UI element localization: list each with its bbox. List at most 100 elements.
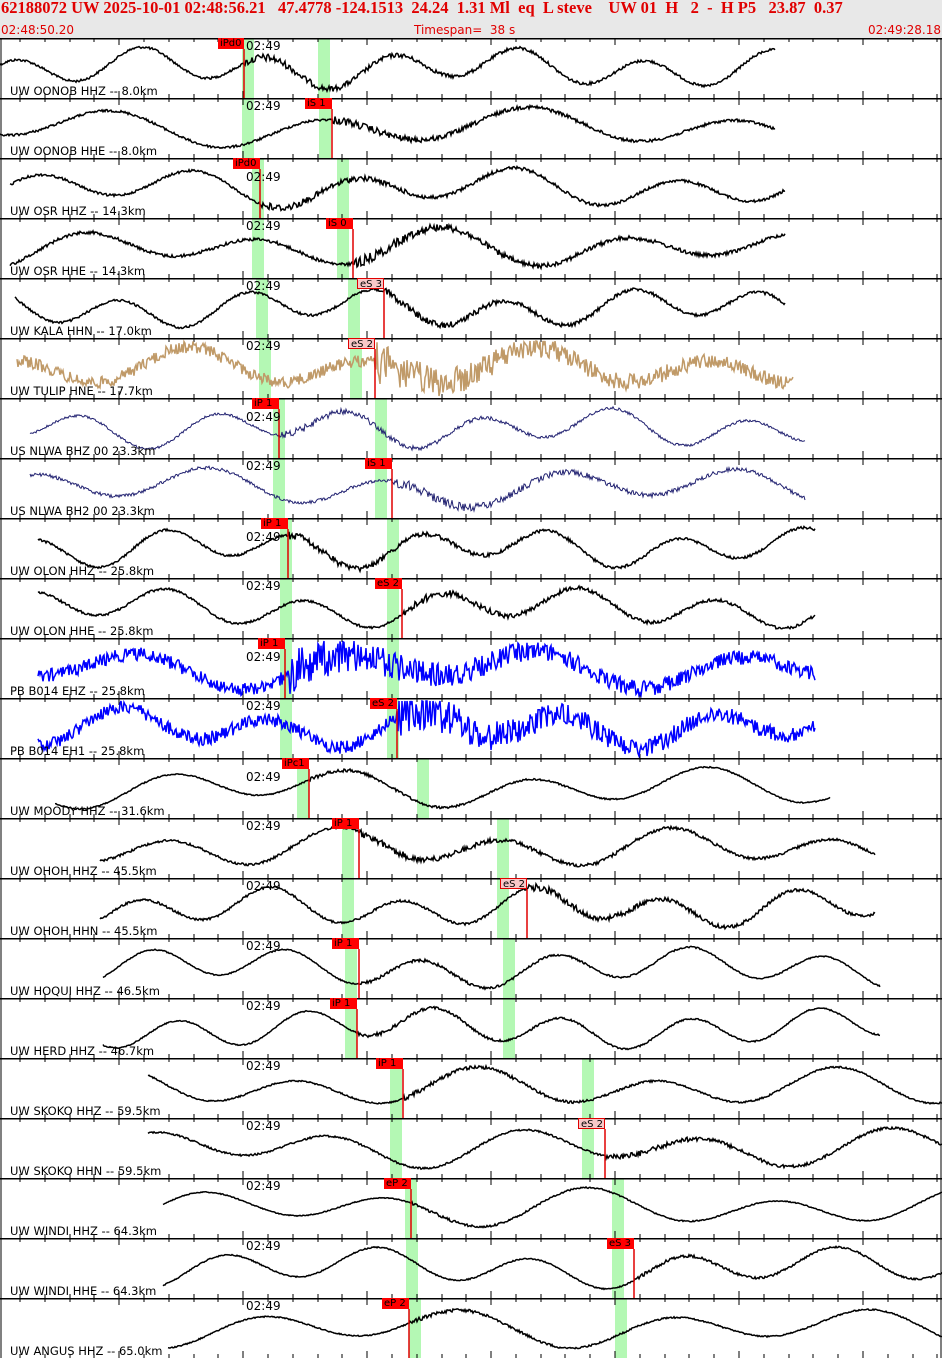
trace-row[interactable]: 02:49 UW HERD HHZ -- 46.7km iP 1 <box>0 998 942 1058</box>
arrival-window-band <box>280 698 292 758</box>
waveform-plot <box>0 758 942 818</box>
phase-pick-label[interactable]: eP 2 <box>382 1298 409 1309</box>
seismic-trace <box>14 287 786 330</box>
phase-pick-label[interactable]: iS 1 <box>305 98 332 109</box>
timespan: Timespan= 38 s <box>414 23 516 37</box>
trace-row[interactable]: 02:49 US NLWA BHZ 00 23.3km iP 1 <box>0 398 942 458</box>
station-label: US NLWA BH2 00 23.3km <box>10 504 155 518</box>
trace-row[interactable]: 02:49 UW OLON HHE -- 25.8km eS 2 <box>0 578 942 638</box>
phase-pick-label[interactable]: iP 1 <box>332 818 359 829</box>
trace-row[interactable]: 02:49 UW KALA HHN -- 17.0km eS 3 <box>0 278 942 338</box>
waveform-plot <box>0 998 942 1058</box>
trace-row[interactable]: 02:49 UW MOODY HHZ -- 31.6km iPc1 <box>0 758 942 818</box>
minute-label: 02:49 <box>246 410 281 424</box>
minute-label: 02:49 <box>246 939 281 953</box>
minute-label: 02:49 <box>246 579 281 593</box>
station-label: UW MOODY HHZ -- 31.6km <box>10 804 165 818</box>
phase-pick-label[interactable]: iP 1 <box>332 938 359 949</box>
station-label: UW SKOKO HHZ -- 59.5km <box>10 1104 161 1118</box>
waveform-plot <box>0 1178 942 1238</box>
waveform-plot <box>0 638 942 698</box>
arrival-window-band <box>350 338 362 398</box>
phase-pick-label[interactable]: iP 1 <box>258 638 285 649</box>
waveform-plot <box>0 1298 942 1358</box>
seismic-trace <box>147 1063 942 1105</box>
station-label: UW HERD HHZ -- 46.7km <box>10 1044 155 1058</box>
phase-pick-label[interactable]: eS 2 <box>348 338 375 350</box>
waveform-plot <box>0 458 942 518</box>
trace-row[interactable]: 02:49 UW WINDI HHZ -- 64.3km eP 2 <box>0 1178 942 1238</box>
station-label: UW OONOB HHE -- 8.0km <box>10 144 158 158</box>
waveform-plot <box>0 158 942 218</box>
event-header: 62188072 UW 2025-10-01 02:48:56.21 47.47… <box>0 0 942 38</box>
station-label: PB B014 EHZ -- 25.8km <box>10 684 145 698</box>
trace-row[interactable]: 02:49 PB B014 EH1 -- 25.8km eS 2 <box>0 698 942 758</box>
arrival-window-band <box>503 998 515 1058</box>
trace-row[interactable]: 02:49 UW OHOH HHZ -- 45.5km iP 1 <box>0 818 942 878</box>
phase-pick-label[interactable]: eS 2 <box>500 878 527 890</box>
trace-row[interactable]: 02:49 UW ANGUS HHZ -- 65.0km eP 2 <box>0 1298 942 1358</box>
minute-label: 02:49 <box>246 279 281 293</box>
arrival-window-band <box>406 1238 418 1298</box>
trace-row[interactable]: 02:49 UW WINDI HHE -- 64.3km eS 3 <box>0 1238 942 1298</box>
arrival-window-band <box>297 758 309 818</box>
station-label: PB B014 EH1 -- 25.8km <box>10 744 145 758</box>
trace-row[interactable]: 02:49 UW SKOKO HHN -- 59.5km eS 2 <box>0 1118 942 1178</box>
arrival-window-band <box>348 278 360 338</box>
minute-label: 02:49 <box>246 879 281 893</box>
trace-row[interactable]: 02:49 UW OSR HHE -- 14.3km iS 0 <box>0 218 942 278</box>
trace-row[interactable]: 02:49 UW SKOKO HHZ -- 59.5km iP 1 <box>0 1058 942 1118</box>
station-label: UW WINDI HHZ -- 64.3km <box>10 1224 157 1238</box>
trace-row[interactable]: 02:49 UW OLON HHZ -- 25.8km iP 1 <box>0 518 942 578</box>
seismic-trace <box>99 824 876 868</box>
seismic-trace <box>37 525 816 574</box>
seismic-trace <box>102 945 881 991</box>
station-label: UW OSR HHE -- 14.3km <box>10 264 146 278</box>
phase-pick-label[interactable]: iS 0 <box>326 218 353 229</box>
phase-pick-label[interactable]: eP 2 <box>384 1178 411 1189</box>
phase-pick-label[interactable]: iPd0 <box>218 38 244 49</box>
minute-label: 02:49 <box>246 219 281 233</box>
trace-row[interactable]: 02:49 US NLWA BH2 00 23.3km iS 1 <box>0 458 942 518</box>
phase-pick-label[interactable]: eS 2 <box>375 578 402 589</box>
phase-pick-label[interactable]: iP 1 <box>252 398 279 409</box>
station-label: UW OLON HHZ -- 25.8km <box>10 564 155 578</box>
seismic-trace <box>37 640 816 698</box>
waveform-plot <box>0 1118 942 1178</box>
seismic-trace <box>147 1125 942 1171</box>
minute-label: 02:49 <box>246 819 281 833</box>
phase-pick-label[interactable]: iS 1 <box>365 458 392 469</box>
station-label: US NLWA BHZ 00 23.3km <box>10 444 156 458</box>
arrival-window-band <box>612 1178 624 1238</box>
trace-row[interactable]: 02:49 PB B014 EHZ -- 25.8km iP 1 <box>0 638 942 698</box>
phase-pick-label[interactable]: iPc1 <box>282 758 309 769</box>
minute-label: 02:49 <box>246 1239 281 1253</box>
trace-row[interactable]: 02:49 UW OONOB HHE -- 8.0km iS 1 <box>0 98 942 158</box>
arrival-window-band <box>345 998 357 1058</box>
station-label: UW WINDI HHE -- 64.3km <box>10 1284 157 1298</box>
phase-pick-label[interactable]: eS 3 <box>607 1238 634 1249</box>
seismic-trace <box>167 1307 942 1350</box>
arrival-window-band <box>342 878 354 938</box>
start-time: 02:48:50.20 <box>1 23 74 37</box>
seismic-trace <box>9 164 786 212</box>
seismic-trace <box>102 1005 881 1051</box>
phase-pick-label[interactable]: iP 1 <box>330 998 357 1009</box>
phase-pick-label[interactable]: eS 2 <box>578 1118 605 1130</box>
trace-row[interactable]: 02:49 UW HOQUI HHZ -- 46.5km iP 1 <box>0 938 942 998</box>
trace-row[interactable]: 02:49 UW OHOH HHN -- 45.5km eS 2 <box>0 878 942 938</box>
waveform-plot <box>0 578 942 638</box>
minute-label: 02:49 <box>246 1059 281 1073</box>
station-label: UW HOQUI HHZ -- 46.5km <box>10 984 160 998</box>
phase-pick-label[interactable]: iP 1 <box>376 1058 403 1069</box>
minute-label: 02:49 <box>246 1299 281 1313</box>
phase-pick-label[interactable]: iP 1 <box>261 518 288 529</box>
trace-row[interactable]: 02:49 UW TULIP HNE -- 17.7km eS 2 <box>0 338 942 398</box>
phase-pick-label[interactable]: eS 3 <box>357 278 384 290</box>
seismic-trace <box>16 339 794 397</box>
phase-pick-label[interactable]: eS 2 <box>370 698 397 709</box>
trace-row[interactable]: 02:49 UW OONOB HHZ -- 8.0km iPd0 <box>0 38 942 98</box>
phase-pick-label[interactable]: iPd0 <box>233 158 260 169</box>
event-summary: 62188072 UW 2025-10-01 02:48:56.21 47.47… <box>1 0 843 17</box>
trace-row[interactable]: 02:49 UW OSR HHZ -- 14.3km iPd0 <box>0 158 942 218</box>
